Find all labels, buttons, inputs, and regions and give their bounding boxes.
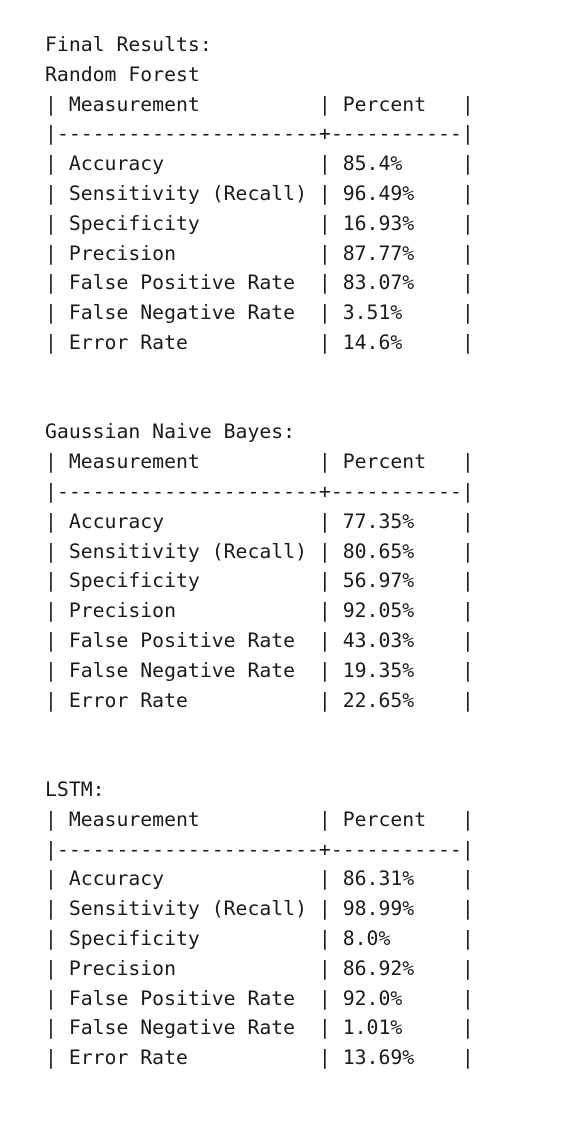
table-row: | Accuracy | 77.35% |	[45, 509, 474, 533]
results-output: Final Results: Random Forest | Measureme…	[45, 30, 474, 1073]
model-block-lstm: LSTM: | Measurement | Percent | |-------…	[45, 775, 474, 1073]
model-block-gaussian-naive-bayes: Gaussian Naive Bayes: | Measurement | Pe…	[45, 417, 474, 715]
table-row: | Error Rate | 13.69% |	[45, 1046, 474, 1070]
spacer	[45, 715, 474, 745]
table-row: | Precision | 86.92% |	[45, 956, 474, 980]
table-row: | Sensitivity (Recall) | 80.65% |	[45, 539, 474, 563]
table-row: | Sensitivity (Recall) | 96.49% |	[45, 181, 474, 205]
table-row: | Specificity | 16.93% |	[45, 211, 474, 235]
table-row: | False Negative Rate | 1.01% |	[45, 1016, 474, 1040]
spacer	[45, 388, 474, 418]
table-row: | False Positive Rate | 43.03% |	[45, 628, 474, 652]
table-header-row: | Measurement | Percent |	[45, 807, 474, 831]
table-row: | Accuracy | 86.31% |	[45, 867, 474, 891]
table-row: | Error Rate | 22.65% |	[45, 688, 474, 712]
table-row: | False Negative Rate | 19.35% |	[45, 658, 474, 682]
table-row: | False Positive Rate | 83.07% |	[45, 271, 474, 295]
table-row: | Specificity | 8.0% |	[45, 926, 474, 950]
table-row: | Precision | 87.77% |	[45, 241, 474, 265]
table-separator-row: |----------------------+-----------|	[45, 837, 474, 861]
model-name: LSTM:	[45, 777, 105, 801]
model-name: Random Forest	[45, 62, 200, 86]
table-row: | Sensitivity (Recall) | 98.99% |	[45, 897, 474, 921]
table-separator-row: |----------------------+-----------|	[45, 479, 474, 503]
table-row: | False Negative Rate | 3.51% |	[45, 301, 474, 325]
model-block-random-forest: Random Forest | Measurement | Percent | …	[45, 60, 474, 358]
table-row: | Error Rate | 14.6% |	[45, 330, 474, 354]
spacer	[45, 358, 474, 388]
table-header-row: | Measurement | Percent |	[45, 92, 474, 116]
spacer	[45, 745, 474, 775]
table-row: | False Positive Rate | 92.0% |	[45, 986, 474, 1010]
table-row: | Precision | 92.05% |	[45, 599, 474, 623]
table-row: | Accuracy | 85.4% |	[45, 152, 474, 176]
table-row: | Specificity | 56.97% |	[45, 569, 474, 593]
table-separator-row: |----------------------+-----------|	[45, 122, 474, 146]
results-title: Final Results:	[45, 33, 212, 56]
table-header-row: | Measurement | Percent |	[45, 450, 474, 474]
model-name: Gaussian Naive Bayes:	[45, 420, 296, 444]
